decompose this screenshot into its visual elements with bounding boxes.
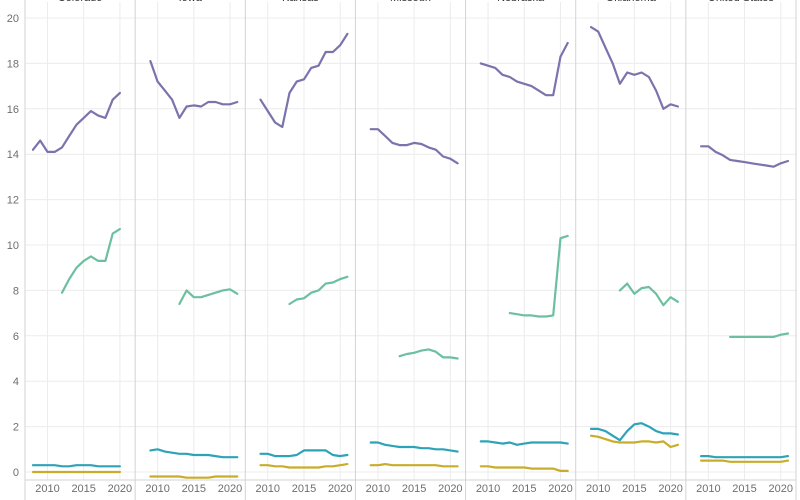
series-line (398, 348, 459, 360)
series-lines (31, 26, 790, 479)
series-line (589, 422, 680, 442)
panel-title: Colorado (58, 0, 103, 4)
series-line (31, 464, 122, 468)
series-line (178, 288, 239, 306)
y-tick-label: 6 (13, 331, 19, 343)
series-line (369, 128, 459, 165)
series-line (259, 463, 349, 469)
y-tick-label: 16 (7, 104, 19, 116)
y-tick-label: 8 (13, 285, 19, 297)
series-line (589, 26, 680, 110)
series-line (259, 32, 349, 129)
series-line (288, 275, 349, 306)
series-line (259, 449, 349, 458)
y-tick-label: 18 (7, 58, 19, 70)
series-line (589, 434, 680, 449)
series-line (699, 145, 790, 168)
y-tick-label: 4 (13, 376, 19, 388)
x-tick-label: 2015 (622, 483, 646, 495)
series-line (508, 234, 569, 318)
series-line (369, 463, 459, 468)
x-tick-label: 2020 (108, 483, 132, 495)
series-line (60, 228, 122, 294)
x-tick-label: 2015 (182, 483, 206, 495)
y-tick-label: 0 (13, 467, 19, 479)
x-tick-label: 2010 (476, 483, 500, 495)
gridlines (25, 2, 796, 480)
series-line (149, 59, 239, 120)
series-line (479, 41, 569, 97)
y-tick-label: 2 (13, 422, 19, 434)
series-line (479, 440, 569, 446)
series-line (479, 465, 569, 472)
y-tick-label: 14 (7, 149, 19, 161)
y-axis: 0 2 4 6 8 10 12 14 16 18 20 (7, 13, 19, 479)
panel-title: Kansas (282, 0, 319, 4)
x-tick-label: 2015 (402, 483, 426, 495)
series-line (699, 455, 790, 459)
x-tick-label: 2020 (328, 483, 352, 495)
y-tick-label: 10 (7, 240, 19, 252)
x-tick-label: 2015 (71, 483, 95, 495)
series-line (618, 282, 680, 307)
series-line (149, 448, 239, 459)
x-tick-label: 2010 (256, 483, 280, 495)
x-tick-label: 2020 (658, 483, 682, 495)
series-line (369, 441, 459, 453)
series-line (728, 332, 790, 338)
panel-titles: Colorado Iowa Kansas Missouri Nebraska Oklaho… (58, 0, 775, 4)
y-tick-label: 20 (7, 13, 19, 25)
x-tick-label: 2020 (769, 483, 793, 495)
panel-title: United States (708, 0, 775, 4)
x-tick-label: 2020 (548, 483, 572, 495)
panel-title: Oklahoma (606, 0, 657, 4)
x-tick-label: 2020 (438, 483, 462, 495)
x-tick-label: 2010 (366, 483, 390, 495)
x-tick-label: 2015 (512, 483, 536, 495)
x-tick-label: 2015 (732, 483, 756, 495)
panel-dividers (24, 0, 797, 500)
x-tick-label: 2010 (696, 483, 720, 495)
panel-title: Nebraska (497, 0, 545, 4)
series-line (149, 475, 239, 479)
series-line (699, 459, 790, 463)
x-axis: 2010 2015 2020 2010 2015 2020 2010 2015 2020 2010… (35, 483, 793, 495)
panel-title: Iowa (179, 0, 203, 4)
x-tick-label: 2010 (35, 483, 59, 495)
series-line (31, 91, 122, 153)
x-tick-label: 2015 (292, 483, 316, 495)
x-tick-label: 2020 (218, 483, 242, 495)
x-tick-label: 2010 (586, 483, 610, 495)
y-tick-label: 12 (7, 195, 19, 207)
panel-title: Missouri (390, 0, 431, 4)
x-tick-label: 2010 (145, 483, 169, 495)
